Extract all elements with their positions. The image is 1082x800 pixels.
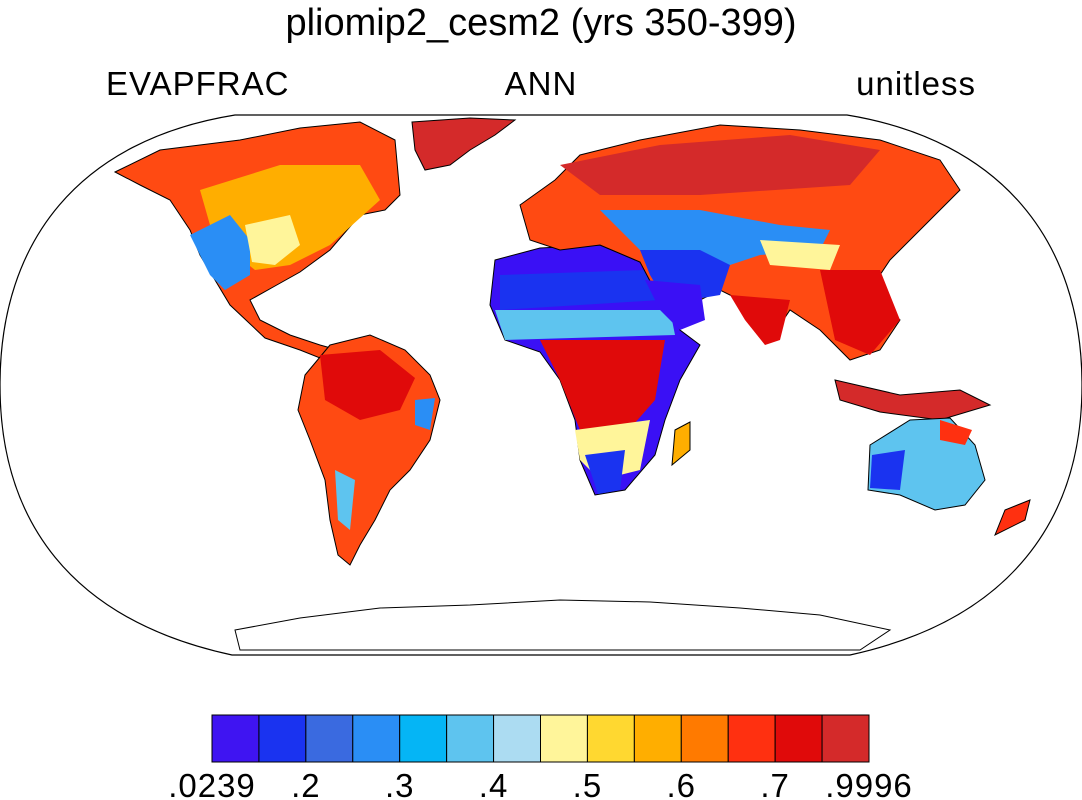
- colorbar-swatch: [821, 714, 870, 763]
- colorbar-swatch: [211, 714, 260, 763]
- madagascar: [671, 421, 691, 467]
- colorbar-tick-label: .3: [385, 767, 415, 800]
- colorbar-swatch: [727, 714, 776, 763]
- sahara: [500, 270, 660, 310]
- kalahari: [585, 450, 625, 494]
- patagonia: [335, 470, 355, 530]
- australia-northeast: [940, 420, 972, 445]
- units-label: unitless: [856, 65, 976, 102]
- colorbar-tick-label: .9996: [825, 767, 913, 800]
- indonesia: [834, 379, 992, 421]
- colorbar-tick-label: .0239: [168, 767, 256, 800]
- sahel: [495, 310, 675, 340]
- colorbar-swatch: [680, 714, 729, 763]
- colorbar-tick-label: .4: [479, 767, 509, 800]
- colorbar-swatch: [352, 714, 401, 763]
- colorbar-swatch: [258, 714, 307, 763]
- siberia: [560, 135, 880, 195]
- north-america-plains: [245, 215, 300, 265]
- colorbar-swatch: [540, 714, 588, 763]
- arabia: [645, 280, 705, 330]
- north-america-west-dry: [190, 215, 250, 290]
- colorbar-swatch: [774, 714, 823, 763]
- variable-label: EVAPFRAC: [106, 65, 290, 102]
- south-asia: [730, 295, 790, 345]
- central-africa: [540, 340, 665, 440]
- colorbar-tick-label: .2: [291, 767, 321, 800]
- colorbar-tick-label: .5: [573, 767, 603, 800]
- colorbar-tick-label: .7: [760, 767, 790, 800]
- greenland: [411, 117, 517, 171]
- colorbar-swatch: [399, 714, 448, 763]
- antarctica: [234, 599, 892, 651]
- south-america-east-dry: [415, 398, 435, 430]
- colorbar-swatch: [633, 714, 682, 763]
- colorbar-swatch: [446, 714, 495, 763]
- new-zealand: [994, 499, 1031, 537]
- colorbar-swatch: [493, 714, 542, 763]
- colorbar-tick-label: .6: [667, 767, 697, 800]
- east-asia: [820, 270, 900, 355]
- season-label: ANN: [504, 65, 578, 102]
- globe-outline: [0, 114, 1082, 656]
- colorbar-swatch: [305, 714, 354, 763]
- mongolia: [760, 240, 840, 270]
- amazon: [320, 350, 415, 420]
- australia-west-dry: [870, 450, 905, 490]
- plot-title: pliomip2_cesm2 (yrs 350-399): [285, 2, 797, 44]
- colorbar-swatch: [586, 714, 635, 763]
